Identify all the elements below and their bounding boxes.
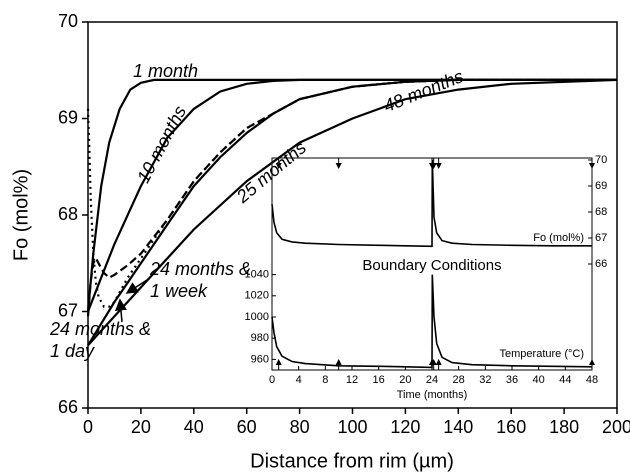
data-line	[86, 78, 617, 308]
inset-y-tick-label: 980	[251, 332, 269, 344]
series-label: Fo (mol%)	[533, 232, 584, 244]
data-line	[87, 78, 618, 347]
x-tick-label: 60	[237, 417, 257, 437]
inset-x-tick-label: 20	[399, 374, 411, 386]
inset-x-tick-label: 28	[453, 374, 465, 386]
inset-y-tick-label: 1020	[245, 290, 269, 302]
inset-x-tick-label: 48	[586, 374, 598, 386]
x-tick-label: 140	[443, 417, 473, 437]
inset-y-tick-label: 960	[251, 353, 269, 365]
x-tick-label: 80	[290, 417, 310, 437]
inset-x-tick-label: 32	[479, 374, 491, 386]
x-axis-label: Distance from rim (µm)	[250, 450, 454, 472]
inset-y2-tick-label: 70	[595, 154, 607, 166]
x-tick-label: 200	[602, 417, 630, 437]
y-tick-label: 66	[58, 397, 78, 417]
data-line	[87, 78, 617, 346]
x-tick-label: 20	[131, 417, 151, 437]
inset-x-tick-label: 36	[506, 374, 518, 386]
curve-label: 10 months	[133, 102, 190, 186]
x-tick-label: 0	[83, 417, 93, 437]
inset-y-tick-label: 1000	[245, 311, 269, 323]
x-tick-label: 120	[390, 417, 420, 437]
data-line	[86, 78, 617, 312]
annotation-arrow	[114, 298, 127, 323]
x-tick-label: 100	[337, 417, 367, 437]
data-line	[271, 159, 592, 248]
inset-x-label: Time (months)	[397, 389, 468, 401]
inset-x-tick-label: 16	[373, 374, 385, 386]
inset-x-tick-label: 40	[533, 374, 545, 386]
x-tick-label: 40	[184, 417, 204, 437]
curve-label: 1 month	[133, 61, 198, 81]
data-line	[86, 78, 617, 317]
inset-x-tick-label: 12	[346, 374, 358, 386]
y-axis-label: Fo (mol%)	[10, 169, 32, 261]
inset-x-tick-label: 44	[559, 374, 571, 386]
inset-x-tick-label: 24	[426, 374, 438, 386]
curve-label: 24 months & 1 day	[50, 319, 152, 361]
series-label: Temperature (°C)	[500, 348, 584, 360]
inset-x-tick-label: 0	[269, 374, 275, 386]
inset-y2-tick-label: 69	[595, 180, 607, 192]
inset-y2-tick-label: 66	[595, 258, 607, 270]
inset-title: Boundary Conditions	[362, 257, 501, 274]
y-tick-label: 68	[58, 204, 78, 224]
inset-x-tick-label: 4	[296, 374, 302, 386]
y-tick-label: 67	[58, 300, 78, 320]
y-tick-label: 70	[58, 11, 78, 31]
x-tick-label: 160	[496, 417, 526, 437]
inset-x-tick-label: 8	[322, 374, 328, 386]
y-tick-label: 69	[58, 107, 78, 127]
x-tick-label: 180	[549, 417, 579, 437]
curve-label: 24 months & 1 week	[150, 259, 252, 301]
inset-y2-tick-label: 67	[595, 232, 607, 244]
data-line	[86, 78, 617, 312]
inset-y2-tick-label: 68	[595, 206, 607, 218]
inset-y-tick-label: 1040	[245, 269, 269, 281]
